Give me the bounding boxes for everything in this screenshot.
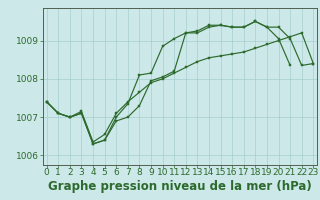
X-axis label: Graphe pression niveau de la mer (hPa): Graphe pression niveau de la mer (hPa) — [48, 180, 312, 193]
